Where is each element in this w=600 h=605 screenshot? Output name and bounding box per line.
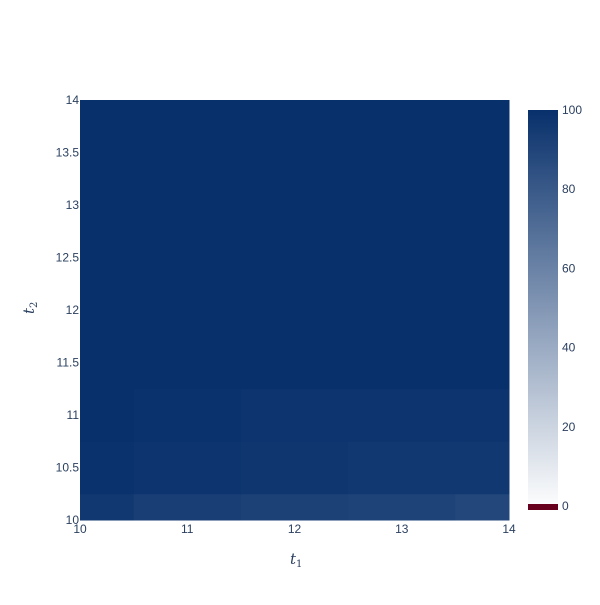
colorbar-tick-label: 40 <box>562 341 576 355</box>
colorbar-tick-label: 100 <box>562 103 582 117</box>
heatmap-cell <box>240 441 349 495</box>
x-tick-label: 11 <box>181 522 194 536</box>
heatmap-cell <box>348 126 456 180</box>
y-tick-label: 13.5 <box>56 146 80 160</box>
colorbar-tick-label: 80 <box>562 182 576 196</box>
x-axis-title-sub: 1 <box>296 559 302 570</box>
heatmap-cell <box>455 441 510 495</box>
heatmap-cell <box>348 441 456 495</box>
heatmap-cell <box>348 388 456 442</box>
heatmap-cell <box>348 493 456 521</box>
heatmap-cell <box>133 126 242 180</box>
heatmap-cell <box>133 336 242 390</box>
colorbar-tick-label: 0 <box>562 499 569 513</box>
heatmap-cells <box>80 100 510 521</box>
heatmap-cell <box>348 283 456 337</box>
heatmap-cell <box>240 388 349 442</box>
y-axis-title-main: t <box>20 307 38 314</box>
colorbar-tick-label: 20 <box>562 420 576 434</box>
heatmap-cell <box>133 441 242 495</box>
colorbar-ticks: 0 20 40 60 80 100 <box>562 103 582 513</box>
heatmap-cell <box>455 336 510 390</box>
heatmap-cell <box>348 231 456 285</box>
colorbar-gradient <box>528 110 558 510</box>
y-axis-title: t2 <box>20 302 40 314</box>
heatmap-cell <box>240 283 349 337</box>
heatmap-cell <box>133 283 242 337</box>
colorbar: 0 20 40 60 80 100 <box>528 103 582 513</box>
y-tick-label: 14 <box>66 93 80 107</box>
x-axis-title-main: t <box>290 550 297 568</box>
x-tick-label: 10 <box>73 522 87 536</box>
heatmap-cell <box>240 100 349 127</box>
heatmap-cell <box>80 493 135 521</box>
x-tick-label: 12 <box>288 522 302 536</box>
heatmap-cell <box>455 100 510 127</box>
heatmap-cell <box>455 231 510 285</box>
heatmap-cell <box>80 126 135 180</box>
x-tick-label: 14 <box>502 522 516 536</box>
heatmap-cell <box>240 178 349 232</box>
heatmap-cell <box>240 336 349 390</box>
heatmap-cell <box>80 231 135 285</box>
y-tick-label: 10 <box>66 513 80 527</box>
heatmap-cell <box>455 283 510 337</box>
y-axis-title-sub: 2 <box>29 302 40 308</box>
y-tick-label: 12.5 <box>56 251 80 265</box>
x-axis-ticks: 10 11 12 13 14 <box>73 522 516 536</box>
heatmap-cell <box>455 126 510 180</box>
heatmap-cell <box>455 388 510 442</box>
heatmap-cell <box>80 178 135 232</box>
heatmap-cell <box>80 283 135 337</box>
y-tick-label: 10.5 <box>56 461 80 475</box>
heatmap-cell <box>80 441 135 495</box>
y-tick-label: 12 <box>66 303 80 317</box>
x-tick-label: 13 <box>395 522 409 536</box>
heatmap-cell <box>348 100 456 127</box>
colorbar-tick-label: 60 <box>562 261 576 275</box>
heatmap-cell <box>348 336 456 390</box>
heatmap-cell <box>240 493 349 521</box>
heatmap-cell <box>455 178 510 232</box>
x-axis-title: t1 <box>290 550 302 570</box>
heatmap-cell <box>348 178 456 232</box>
heatmap-cell <box>80 100 135 127</box>
colorbar-zero-band <box>528 504 558 510</box>
y-tick-label: 13 <box>66 198 80 212</box>
heatmap-cell <box>133 388 242 442</box>
y-tick-label: 11 <box>67 408 80 422</box>
heatmap-cell <box>240 231 349 285</box>
heatmap-cell <box>133 231 242 285</box>
heatmap-cell <box>80 336 135 390</box>
heatmap-cell <box>80 388 135 442</box>
heatmap-cell <box>240 126 349 180</box>
y-axis-ticks: 10 10.5 11 11.5 12 12.5 13 13.5 14 <box>56 93 80 527</box>
heatmap-cell <box>455 493 510 521</box>
heatmap-cell <box>133 100 242 127</box>
y-tick-label: 11.5 <box>57 356 80 370</box>
heatmap-cell <box>133 178 242 232</box>
heatmap-cell <box>133 493 242 521</box>
